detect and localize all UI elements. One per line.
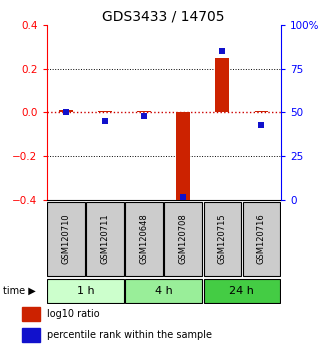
Bar	[177, 113, 190, 204]
Bar	[98, 111, 112, 113]
Text: GSM120708: GSM120708	[179, 213, 188, 264]
Text: percentile rank within the sample: percentile rank within the sample	[47, 330, 212, 340]
Text: GSM120715: GSM120715	[218, 213, 227, 264]
Text: 24 h: 24 h	[230, 286, 254, 296]
Bar	[22, 328, 40, 342]
Text: GSM120710: GSM120710	[62, 213, 71, 264]
Text: GSM120711: GSM120711	[100, 213, 110, 264]
Bar	[164, 201, 202, 276]
Bar	[255, 111, 268, 113]
Text: 1 h: 1 h	[77, 286, 94, 296]
Bar	[86, 201, 124, 276]
Title: GDS3433 / 14705: GDS3433 / 14705	[102, 10, 225, 24]
Bar	[204, 201, 241, 276]
Text: time ▶: time ▶	[3, 286, 36, 296]
Bar	[47, 201, 85, 276]
Bar	[47, 279, 124, 303]
Text: log10 ratio: log10 ratio	[47, 309, 99, 319]
Text: GSM120716: GSM120716	[257, 213, 266, 264]
Bar	[126, 201, 163, 276]
Bar	[204, 279, 280, 303]
Bar	[137, 111, 151, 113]
Bar	[59, 110, 73, 113]
Text: 4 h: 4 h	[155, 286, 173, 296]
Text: GSM120648: GSM120648	[140, 213, 149, 264]
Bar	[22, 307, 40, 321]
Bar	[243, 201, 280, 276]
Bar	[215, 58, 229, 113]
Bar	[126, 279, 202, 303]
